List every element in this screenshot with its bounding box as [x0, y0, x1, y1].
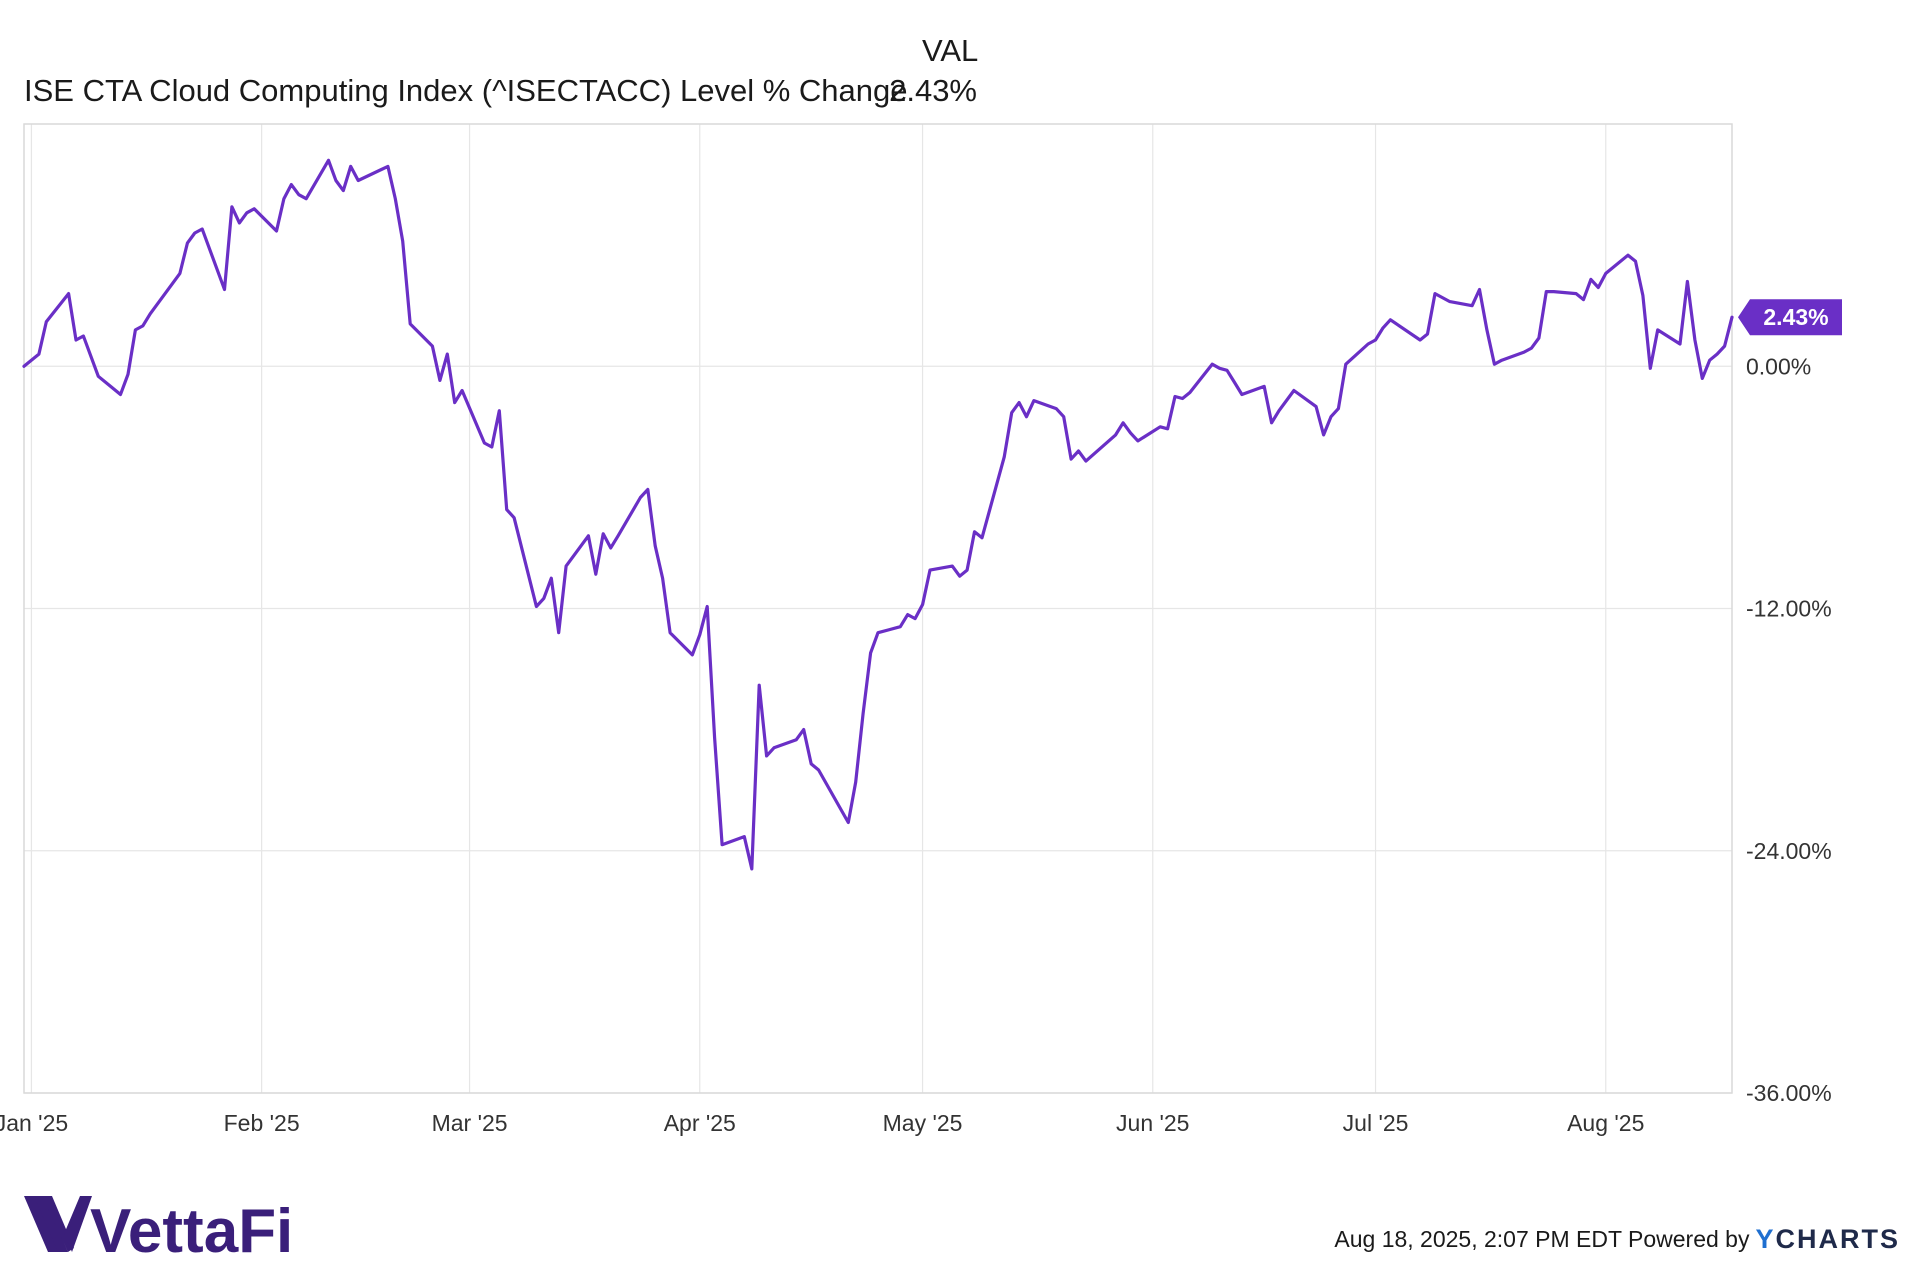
last-value-badge-label: 2.43% — [1763, 304, 1828, 330]
ycharts-logo-text: CHARTS — [1775, 1224, 1900, 1254]
y-tick-label: 0.00% — [1746, 353, 1811, 379]
plot-border — [23, 123, 1733, 1094]
y-axis-tick-labels: 0.00% -12.00% -24.00% -36.00% — [1746, 353, 1832, 1106]
y-tick-label: -24.00% — [1746, 838, 1832, 864]
series-line — [22, 158, 1734, 871]
x-tick-label: Apr '25 — [664, 1110, 736, 1136]
y-tick-label: -12.00% — [1746, 596, 1832, 622]
y-tick-label: -36.00% — [1746, 1080, 1832, 1106]
vettafi-logo-mark: VettaFi — [24, 1196, 293, 1266]
legend-series-value: 2.43% — [889, 73, 977, 108]
x-tick-label: Jul '25 — [1343, 1110, 1409, 1136]
vettafi-wordmark: VettaFi — [90, 1197, 293, 1262]
last-value-badge-shape — [1738, 299, 1842, 336]
legend-series-name[interactable]: ISE CTA Cloud Computing Index (^ISECTACC… — [24, 73, 908, 108]
x-tick-label: Mar '25 — [432, 1110, 508, 1136]
value-column-header: VAL — [922, 33, 979, 68]
last-value-badge: 2.43% — [1738, 299, 1842, 336]
y-gridlines — [24, 365, 1732, 1094]
x-tick-label: Aug '25 — [1567, 1110, 1644, 1136]
vettafi-logo: VettaFi — [24, 1182, 324, 1267]
x-tick-label: Jun '25 — [1116, 1110, 1189, 1136]
chart-header: VAL ISE CTA Cloud Computing Index (^ISEC… — [0, 0, 1000, 120]
x-tick-label: Feb '25 — [224, 1110, 300, 1136]
ycharts-logo[interactable]: YCHARTS — [1755, 1224, 1900, 1255]
x-tick-label: May '25 — [883, 1110, 963, 1136]
footer-timestamp: Aug 18, 2025, 2:07 PM EDT Powered by — [1334, 1226, 1750, 1252]
x-tick-label: Jan '25 — [0, 1110, 68, 1136]
footer-attribution: Aug 18, 2025, 2:07 PM EDT Powered by YCH… — [1334, 1224, 1900, 1255]
ycharts-logo-y: Y — [1755, 1224, 1776, 1254]
x-axis-tick-labels: Jan '25 Feb '25 Mar '25 Apr '25 May '25 Jun '… — [0, 1110, 1644, 1136]
